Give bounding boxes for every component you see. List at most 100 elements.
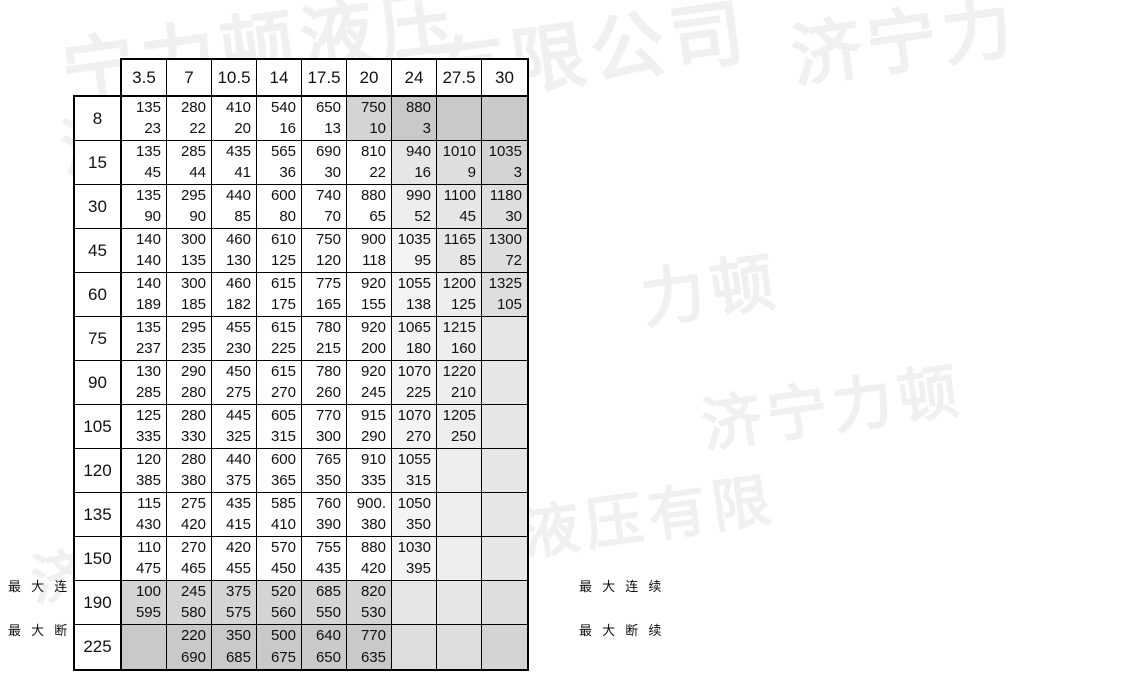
cell-value-bottom: 3 bbox=[513, 164, 522, 181]
cell-value-bottom: 135 bbox=[180, 252, 206, 269]
cell-value-top: 125 bbox=[135, 407, 161, 424]
cell-value-bottom: 595 bbox=[135, 604, 161, 621]
data-cell: 440 85 bbox=[212, 185, 257, 229]
data-cell: 135 90 bbox=[122, 185, 167, 229]
cell-value-bottom: 285 bbox=[135, 384, 161, 401]
data-cell: 245 580 bbox=[167, 581, 212, 625]
cell-value-bottom: 390 bbox=[315, 516, 341, 533]
data-cell: 1065 180 bbox=[392, 317, 437, 361]
data-cell bbox=[122, 625, 167, 669]
cell-value-bottom: 300 bbox=[315, 428, 341, 445]
data-cell: 565 36 bbox=[257, 141, 302, 185]
cell-value-bottom: 375 bbox=[225, 472, 251, 489]
data-cell bbox=[392, 625, 437, 669]
row-header-150: 150 bbox=[75, 537, 120, 581]
cell-value-top: 810 bbox=[360, 143, 386, 160]
cell-value-top: 1035 bbox=[397, 231, 431, 248]
data-cell: 140 140 bbox=[122, 229, 167, 273]
cell-value-top: 900 bbox=[360, 231, 386, 248]
cell-value-top: 1200 bbox=[442, 275, 476, 292]
cell-value-bottom: 165 bbox=[315, 296, 341, 313]
cell-value-bottom: 275 bbox=[225, 384, 251, 401]
cell-value-top: 780 bbox=[315, 363, 341, 380]
cell-value-bottom: 140 bbox=[135, 252, 161, 269]
cell-value-bottom: 36 bbox=[279, 164, 296, 181]
cell-value-bottom: 200 bbox=[360, 340, 386, 357]
data-cell: 770 635 bbox=[347, 625, 392, 669]
cell-value-bottom: 9 bbox=[467, 164, 476, 181]
cell-value-top: 1220 bbox=[442, 363, 476, 380]
cell-value-top: 685 bbox=[315, 583, 341, 600]
cell-value-bottom: 65 bbox=[369, 208, 386, 225]
cell-value-bottom: 690 bbox=[180, 649, 206, 666]
cell-value-bottom: 90 bbox=[144, 208, 161, 225]
cell-value-bottom: 30 bbox=[324, 164, 341, 181]
column-header-30: 30 bbox=[482, 60, 527, 96]
cell-value-top: 100 bbox=[135, 583, 161, 600]
cell-value-bottom: 138 bbox=[405, 296, 431, 313]
data-cell: 295 90 bbox=[167, 185, 212, 229]
cell-value-top: 740 bbox=[315, 187, 341, 204]
column-header-7: 7 bbox=[167, 60, 212, 96]
row-header-225: 225 bbox=[75, 625, 120, 669]
cell-value-bottom: 245 bbox=[360, 384, 386, 401]
data-cell: 600 365 bbox=[257, 449, 302, 493]
row-header-190: 190 bbox=[75, 581, 120, 625]
data-cell: 100 595 bbox=[122, 581, 167, 625]
cell-value-bottom: 16 bbox=[279, 120, 296, 137]
cell-value-top: 910 bbox=[360, 451, 386, 468]
cell-value-bottom: 225 bbox=[270, 340, 296, 357]
cell-value-top: 460 bbox=[225, 231, 251, 248]
row-header-105: 105 bbox=[75, 405, 120, 449]
column-header-24: 24 bbox=[392, 60, 437, 96]
data-cell: 295 235 bbox=[167, 317, 212, 361]
left-max-continuous-label: 最 大 连 续 bbox=[8, 580, 94, 595]
data-cell: 610 125 bbox=[257, 229, 302, 273]
cell-value-top: 285 bbox=[180, 143, 206, 160]
cell-value-top: 1325 bbox=[488, 275, 522, 292]
cell-value-top: 600 bbox=[270, 451, 296, 468]
cell-value-bottom: 22 bbox=[369, 164, 386, 181]
cell-value-top: 300 bbox=[180, 231, 206, 248]
data-cell: 440 375 bbox=[212, 449, 257, 493]
data-cell bbox=[482, 625, 527, 669]
cell-value-bottom: 270 bbox=[270, 384, 296, 401]
data-cell: 445 325 bbox=[212, 405, 257, 449]
data-cell: 810 22 bbox=[347, 141, 392, 185]
cell-value-top: 295 bbox=[180, 187, 206, 204]
cell-value-bottom: 10 bbox=[369, 120, 386, 137]
cell-value-bottom: 415 bbox=[225, 516, 251, 533]
cell-value-bottom: 395 bbox=[405, 560, 431, 577]
data-cell: 880 420 bbox=[347, 537, 392, 581]
cell-value-top: 270 bbox=[180, 539, 206, 556]
data-cell: 900. 380 bbox=[347, 493, 392, 537]
left-data-grid: 135 23 280 22 410 20 540 16 650 13 750 10 880 3 135 45 2… bbox=[120, 95, 529, 671]
cell-value-top: 570 bbox=[270, 539, 296, 556]
data-cell bbox=[482, 537, 527, 581]
data-cell: 135 237 bbox=[122, 317, 167, 361]
cell-value-top: 920 bbox=[360, 275, 386, 292]
cell-value-top: 295 bbox=[180, 319, 206, 336]
cell-value-top: 880 bbox=[360, 187, 386, 204]
cell-value-bottom: 325 bbox=[225, 428, 251, 445]
row-header-8: 8 bbox=[75, 97, 120, 141]
cell-value-top: 1035 bbox=[488, 143, 522, 160]
left-column-header-row: 3.5 7 10.5 14 17.5 20 24 27.5 30 bbox=[120, 58, 529, 98]
data-cell: 880 3 bbox=[392, 97, 437, 141]
data-cell: 1055 315 bbox=[392, 449, 437, 493]
cell-value-bottom: 237 bbox=[135, 340, 161, 357]
cell-value-bottom: 215 bbox=[315, 340, 341, 357]
data-cell: 1030 395 bbox=[392, 537, 437, 581]
cell-value-bottom: 290 bbox=[360, 428, 386, 445]
data-cell: 500 675 bbox=[257, 625, 302, 669]
cell-value-bottom: 410 bbox=[270, 516, 296, 533]
cell-value-top: 605 bbox=[270, 407, 296, 424]
cell-value-top: 770 bbox=[315, 407, 341, 424]
data-cell: 1035 95 bbox=[392, 229, 437, 273]
cell-value-top: 1180 bbox=[489, 187, 522, 204]
cell-value-bottom: 685 bbox=[225, 649, 251, 666]
row-header-45: 45 bbox=[75, 229, 120, 273]
row-header-90: 90 bbox=[75, 361, 120, 405]
cell-value-top: 990 bbox=[405, 187, 431, 204]
cell-value-top: 880 bbox=[405, 99, 431, 116]
